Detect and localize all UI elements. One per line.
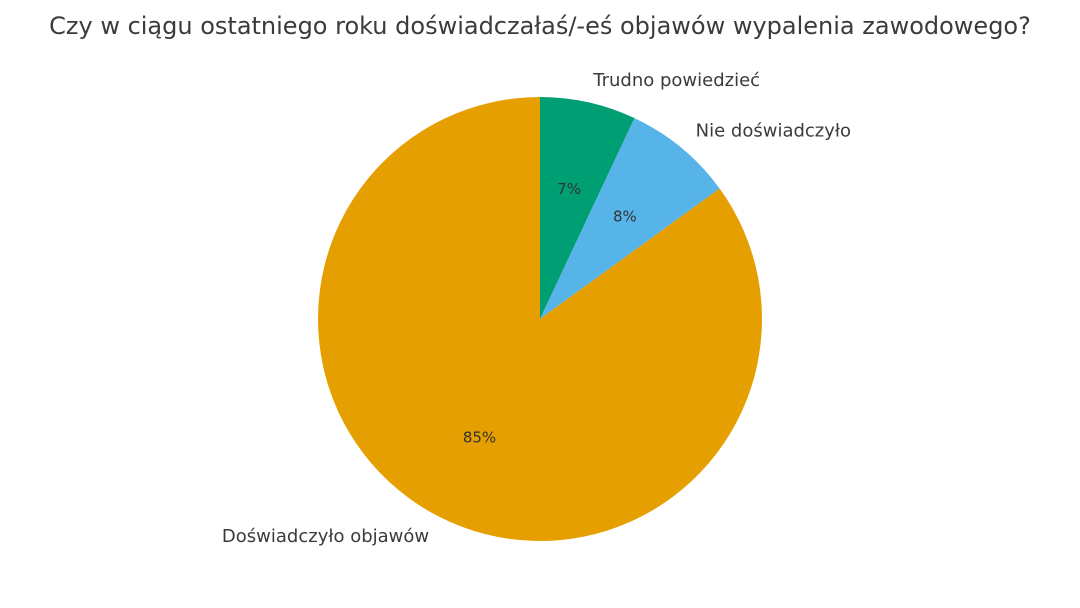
pie-slices [317,97,762,542]
pie-labels: 7% Trudno powiedzieć 8% Nie doświadczyło 85%… [222,70,851,547]
pie-category-label: Nie doświadczyło [696,120,851,141]
pie-percent-label: 85% [463,429,496,447]
pie-category-label: Doświadczyło objawów [222,526,429,547]
pie-slice [540,97,635,319]
chart-title: Czy w ciągu ostatniego roku doświadczała… [49,12,1031,40]
pie-slice [540,118,720,320]
pie-percent-label: 8% [613,207,637,225]
pie-category-label: Trudno powiedzieć [592,70,760,91]
pie-slice [317,97,762,542]
pie-percent-label: 7% [557,180,581,198]
